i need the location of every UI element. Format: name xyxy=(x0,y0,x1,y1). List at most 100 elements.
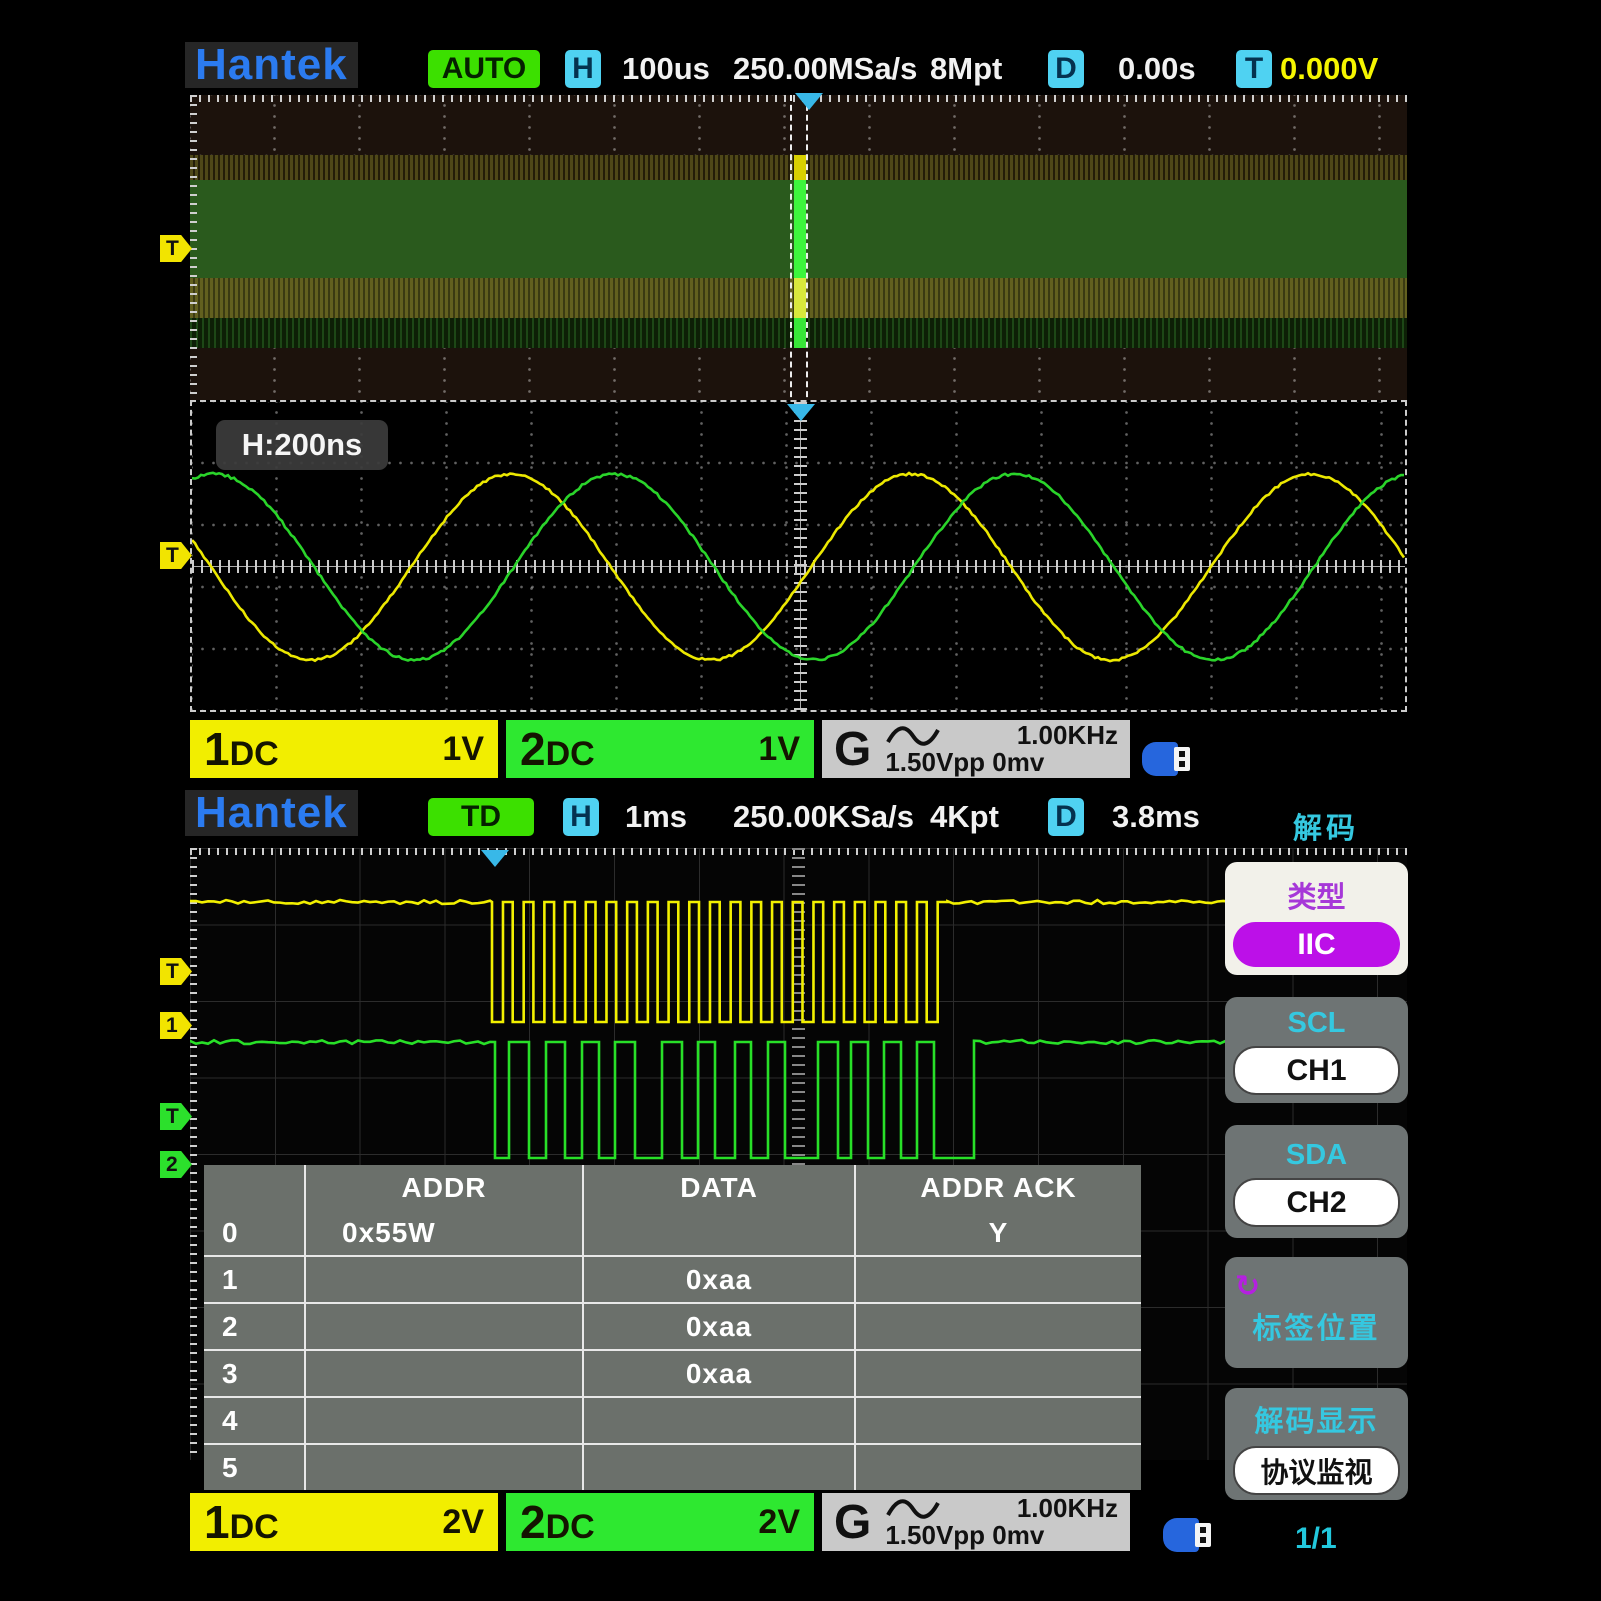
sine-trace-CH2 xyxy=(192,471,1405,662)
decode-menu-title: 解码 xyxy=(1293,813,1360,845)
sda-channel-value[interactable]: CH2 xyxy=(1233,1178,1400,1227)
usb-icon xyxy=(1142,742,1196,776)
table-cell: 2 xyxy=(222,1310,239,1342)
generator-label-2: G xyxy=(834,1495,872,1549)
timebase-value: 100us xyxy=(622,51,710,86)
ch1-badge-2[interactable]: 1DC 2V xyxy=(190,1493,498,1551)
decode-ch1-trigger-marker[interactable]: T xyxy=(160,958,192,985)
table-cell xyxy=(304,1304,582,1349)
table-cell: 0xaa xyxy=(582,1304,854,1349)
sine-trace-CH1 xyxy=(192,471,1405,663)
sine-icon xyxy=(886,725,941,746)
generator-amplitude: 1.50Vpp 0mv xyxy=(885,747,1045,777)
table-row: 0 0x55W Y xyxy=(204,1210,1141,1255)
scl-channel-value[interactable]: CH1 xyxy=(1233,1046,1400,1095)
trigger-level-marker[interactable]: T xyxy=(160,235,192,262)
analog-waveforms xyxy=(192,471,1405,663)
horizontal-icon-2: H xyxy=(563,798,599,836)
panel-decode-display[interactable]: 解码显示 协议监视 xyxy=(1225,1388,1408,1500)
memory-depth-value-2: 4Kpt xyxy=(930,799,999,834)
table-cell xyxy=(304,1257,582,1302)
table-cell xyxy=(304,1351,582,1396)
table-row: 3 0xaa xyxy=(204,1349,1141,1396)
ch1-label: 1DC xyxy=(204,723,279,775)
ch2-label-2: 2DC xyxy=(520,1496,595,1548)
decode-ch2-zero-marker[interactable]: 2 xyxy=(160,1151,192,1178)
table-cell: 1 xyxy=(222,1263,239,1295)
panel-decode-type[interactable]: 类型 IIC xyxy=(1225,862,1408,975)
delay-icon-2: D xyxy=(1048,798,1084,836)
page-indicator: 1/1 xyxy=(1295,1522,1337,1555)
panel-label-position-title: 标签位置 xyxy=(1252,1313,1381,1345)
generator-freq-2: 1.00KHz xyxy=(1016,1493,1118,1523)
horizontal-icon: H xyxy=(565,50,601,88)
zoom-strip-ch1-top xyxy=(794,155,806,180)
overview-graticule xyxy=(190,95,1407,407)
table-cell xyxy=(304,1398,582,1443)
ch1-scale-2: 2V xyxy=(442,1502,484,1541)
decode-left-ruler xyxy=(190,848,197,1460)
center-v-axis-ticks xyxy=(794,402,807,710)
table-cell: 4 xyxy=(222,1404,239,1436)
decode-ch2-trigger-marker[interactable]: T xyxy=(160,1103,192,1130)
zoom-strip-ch1-bottom xyxy=(794,278,806,318)
table-row: 5 xyxy=(204,1443,1141,1490)
ch1-label-2: 1DC xyxy=(204,1496,279,1548)
trigger-status-badge: TD xyxy=(428,798,534,836)
ch2-label: 2DC xyxy=(520,723,595,775)
table-row: 2 0xaa xyxy=(204,1302,1141,1349)
panel-sda-title: SDA xyxy=(1285,1139,1348,1171)
delay-value: 0.00s xyxy=(1118,51,1196,86)
ch2-badge[interactable]: 2DC 1V xyxy=(506,720,814,778)
acquisition-mode-badge: AUTO xyxy=(428,50,540,88)
zoom-trigger-level-marker[interactable]: T xyxy=(160,542,192,569)
zoom-timebase-label: H:200ns xyxy=(216,420,388,470)
table-cell xyxy=(854,1445,1141,1490)
zoom-strip-ch2-bottom xyxy=(794,318,806,348)
decode-ch1-zero-marker[interactable]: 1 xyxy=(160,1012,192,1039)
panel-scl[interactable]: SCL CH1 xyxy=(1225,997,1408,1103)
table-cell xyxy=(582,1210,854,1255)
trigger-level-value: 0.000V xyxy=(1280,51,1379,86)
table-row: 1 0xaa xyxy=(204,1255,1141,1302)
panel-sda[interactable]: SDA CH2 xyxy=(1225,1125,1408,1238)
ch1-scale: 1V xyxy=(442,729,484,768)
generator-badge-2[interactable]: G 1.00KHz 1.50Vpp 0mv xyxy=(822,1493,1130,1551)
delay-value-2: 3.8ms xyxy=(1112,799,1200,834)
ch2-scale-2: 2V xyxy=(758,1502,800,1541)
ch1-badge[interactable]: 1DC 1V xyxy=(190,720,498,778)
generator-amplitude-2: 1.50Vpp 0mv xyxy=(885,1520,1045,1550)
table-cell xyxy=(304,1445,582,1490)
zoom-graticule: H:200ns xyxy=(190,400,1407,712)
table-cell xyxy=(204,1165,304,1210)
sample-rate-value: 250.00MSa/s xyxy=(733,51,918,86)
zoom-strip-ch2 xyxy=(794,180,806,278)
table-cell: DATA xyxy=(582,1165,854,1210)
delay-icon: D xyxy=(1048,50,1084,88)
memory-depth-value: 8Mpt xyxy=(930,51,1003,86)
zoom-region-strip[interactable] xyxy=(790,95,808,407)
table-cell xyxy=(854,1398,1141,1443)
timebase-value-2: 1ms xyxy=(625,799,688,834)
rotate-icon: ↻ xyxy=(1235,1270,1261,1303)
generator-badge[interactable]: G 1.00KHz 1.50Vpp 0mv xyxy=(822,720,1130,778)
sine-icon-2 xyxy=(886,1498,941,1519)
table-cell: 0 xyxy=(222,1216,239,1248)
decode-display-value[interactable]: 协议监视 xyxy=(1233,1446,1400,1495)
decode-type-value[interactable]: IIC xyxy=(1233,922,1400,967)
table-cell xyxy=(582,1398,854,1443)
table-cell: 5 xyxy=(222,1451,239,1483)
ch2-badge-2[interactable]: 2DC 2V xyxy=(506,1493,814,1551)
sample-rate-value-2: 250.00KSa/s xyxy=(733,799,914,834)
panel-type-title: 类型 xyxy=(1287,882,1346,914)
table-cell: 0xaa xyxy=(582,1351,854,1396)
top-ruler xyxy=(190,95,1407,102)
table-cell xyxy=(854,1351,1141,1396)
panel-label-position[interactable]: ↻ 标签位置 xyxy=(1225,1257,1408,1368)
generator-label: G xyxy=(834,722,872,776)
table-cell: ADDR xyxy=(304,1165,582,1210)
ch2-scale: 1V xyxy=(758,729,800,768)
table-cell: 0x55W xyxy=(304,1210,582,1255)
table-cell: 3 xyxy=(222,1357,239,1389)
table-cell: Y xyxy=(854,1210,1141,1255)
